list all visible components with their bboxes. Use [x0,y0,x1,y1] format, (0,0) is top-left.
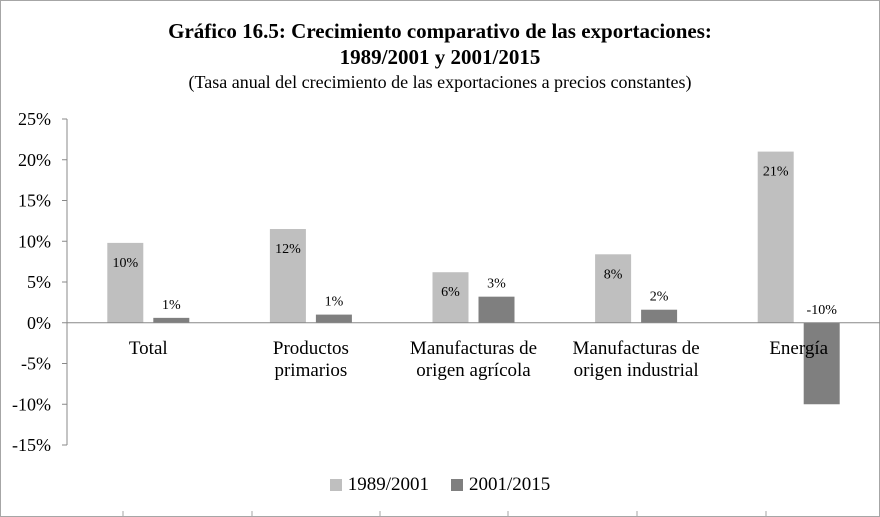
chart-title: Gráfico 16.5: Crecimiento comparativo de… [168,19,712,43]
legend-item-1989-2001: 1989/2001 [329,474,429,496]
x-tick-label: Manufacturas de [410,338,537,359]
y-tick-label: -10% [12,394,51,414]
legend-label-1989-2001: 1989/2001 [347,474,429,495]
y-tick-label: 10% [18,231,51,251]
y-tick-label: 5% [27,272,51,292]
bar-2001-2015 [803,322,840,405]
bar-1989-2001 [595,254,632,323]
data-label: -10% [807,303,838,318]
y-tick-label: 0% [27,313,51,333]
bar-2001-2015 [478,296,515,323]
data-label: 8% [604,267,623,282]
y-tick-label: -15% [12,435,51,455]
data-label: 2% [650,290,669,305]
bar-1989-2001 [757,151,794,323]
data-label: 1% [162,298,181,313]
data-label: 21% [763,165,789,180]
chart-subtitle: (Tasa anual del crecimiento de las expor… [188,72,692,92]
x-tick-label: origen industrial [574,360,699,381]
data-label: 12% [275,242,301,257]
legend-swatch-1989-2001 [329,479,342,491]
data-label: 6% [441,285,460,300]
legend-label-2001-2015: 2001/2015 [469,474,551,495]
bar-2001-2015 [315,314,352,323]
data-label: 10% [112,256,138,271]
x-tick-label: primarios [274,360,347,381]
chart-title-line2: 1989/2001 y 2001/2015 [339,45,541,69]
bar-2001-2015 [153,317,190,323]
x-tick-label: Energía [769,338,828,359]
y-tick-label: 20% [18,150,51,170]
bar-2001-2015 [641,309,678,323]
legend-swatch-2001-2015 [451,479,463,491]
data-label: 1% [325,295,344,310]
y-tick-label: 15% [18,191,51,211]
bar-1989-2001 [432,272,469,323]
bar-1989-2001 [107,242,144,323]
y-tick-label: 25% [18,109,51,129]
data-label: 3% [487,277,506,292]
x-tick-label: Productos [273,338,349,359]
bar-1989-2001 [269,229,306,323]
legend-item-2001-2015: 2001/2015 [451,474,550,496]
x-tick-label: Manufacturas de [573,338,700,359]
legend: 1989/2001 2001/2015 [0,474,880,496]
x-tick-label: Total [129,338,168,359]
y-tick-label: -5% [21,354,51,374]
x-tick-label: origen agrícola [416,360,531,381]
